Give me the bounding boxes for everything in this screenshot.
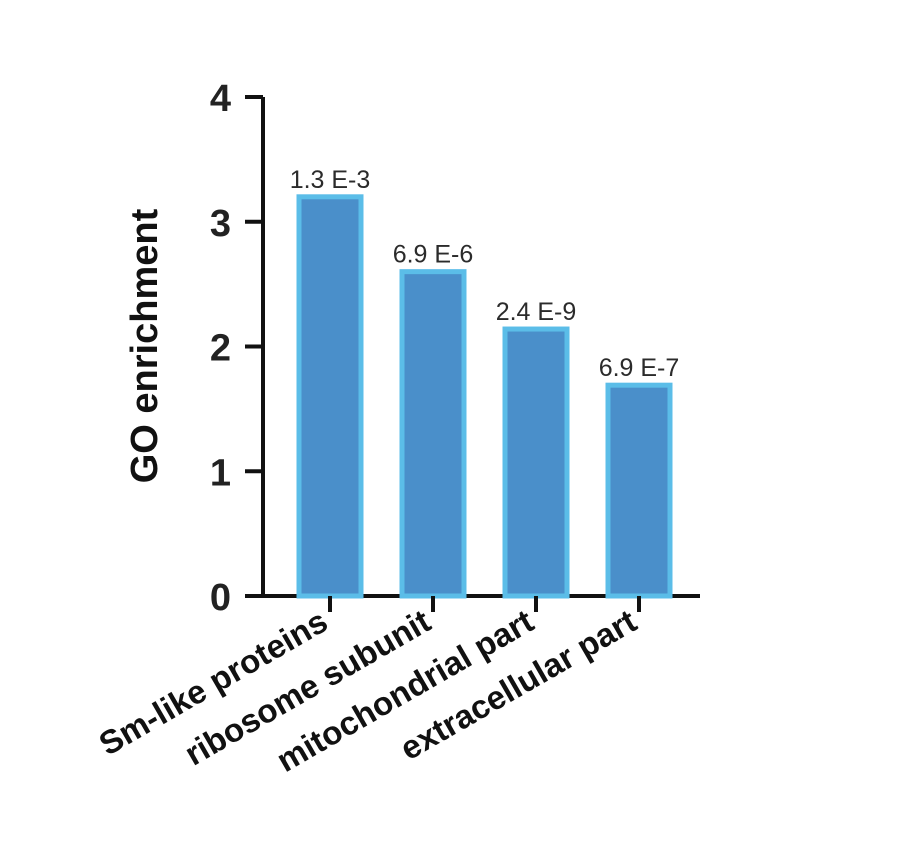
bar-data-label: 1.3 E-3 bbox=[290, 166, 371, 194]
y-tick-label: 1 bbox=[210, 452, 231, 494]
bar bbox=[502, 326, 570, 599]
y-tick-label: 2 bbox=[210, 328, 231, 370]
data-labels: 1.3 E-3 6.9 E-6 2.4 E-9 6.9 E-7 bbox=[290, 166, 680, 382]
bar bbox=[296, 194, 364, 599]
bar bbox=[605, 382, 673, 599]
y-tick-label: 4 bbox=[210, 78, 231, 120]
y-tick-label: 0 bbox=[210, 577, 231, 619]
bar-data-label: 6.9 E-7 bbox=[599, 354, 680, 382]
y-axis-title: GO enrichment bbox=[124, 208, 166, 483]
y-tick-label: 3 bbox=[210, 203, 231, 245]
bar-data-label: 6.9 E-6 bbox=[393, 241, 474, 269]
bars bbox=[296, 194, 673, 599]
y-ticks: 0 1 2 3 4 bbox=[210, 78, 263, 619]
bar-data-label: 2.4 E-9 bbox=[496, 298, 577, 326]
bar bbox=[399, 269, 467, 599]
